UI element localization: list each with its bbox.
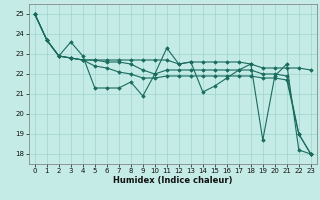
X-axis label: Humidex (Indice chaleur): Humidex (Indice chaleur) [113,176,233,185]
